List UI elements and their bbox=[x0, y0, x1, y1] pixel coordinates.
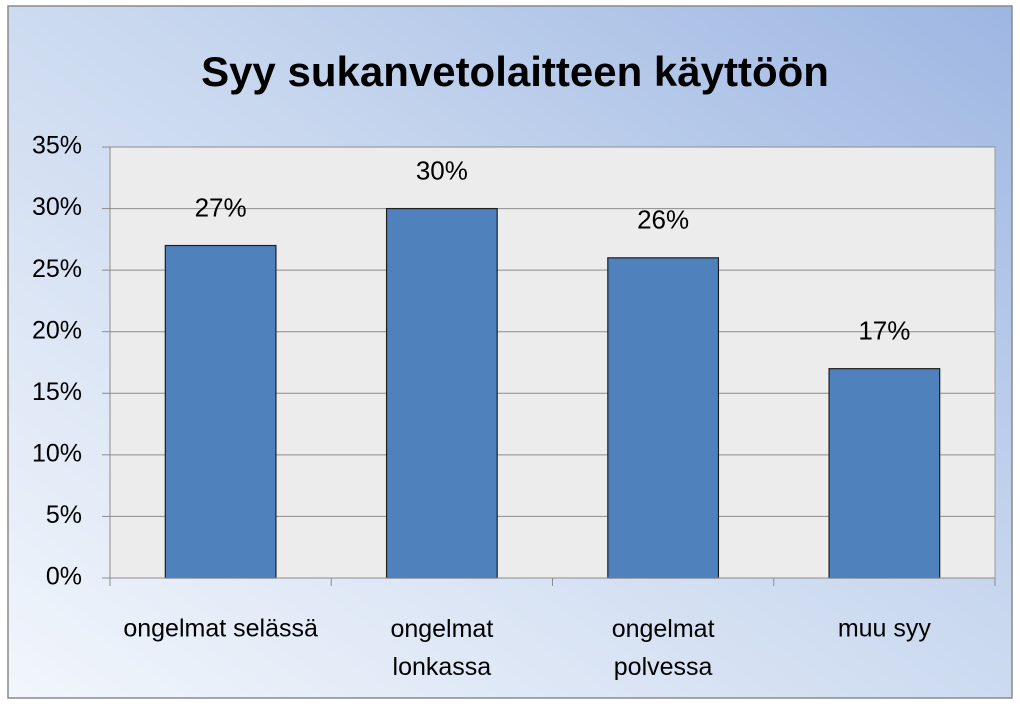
data-label: 27% bbox=[195, 192, 247, 222]
bar bbox=[385, 207, 498, 579]
y-tick-label: 5% bbox=[46, 501, 82, 529]
data-label: 30% bbox=[416, 155, 468, 185]
bar bbox=[828, 368, 941, 579]
y-tick-label: 35% bbox=[32, 132, 82, 160]
y-tick-label: 10% bbox=[32, 439, 82, 467]
bar bbox=[607, 257, 720, 579]
x-tick-label: ongelmat selässä bbox=[123, 615, 318, 643]
y-tick-label: 0% bbox=[46, 563, 82, 591]
y-tick-label: 25% bbox=[32, 255, 82, 283]
x-tick-label: ongelmat polvessa bbox=[612, 615, 715, 681]
chart-title: Syy sukanvetolaitteen käyttöön bbox=[201, 48, 829, 95]
y-tick-label: 20% bbox=[32, 316, 82, 344]
x-tick-label: ongelmat lonkassa bbox=[390, 615, 493, 681]
x-tick-label: muu syy bbox=[838, 615, 932, 643]
y-tick-label: 30% bbox=[32, 193, 82, 221]
y-tick-label: 15% bbox=[32, 378, 82, 406]
bar bbox=[164, 244, 277, 579]
data-label: 17% bbox=[858, 316, 910, 346]
data-label: 26% bbox=[637, 205, 689, 235]
